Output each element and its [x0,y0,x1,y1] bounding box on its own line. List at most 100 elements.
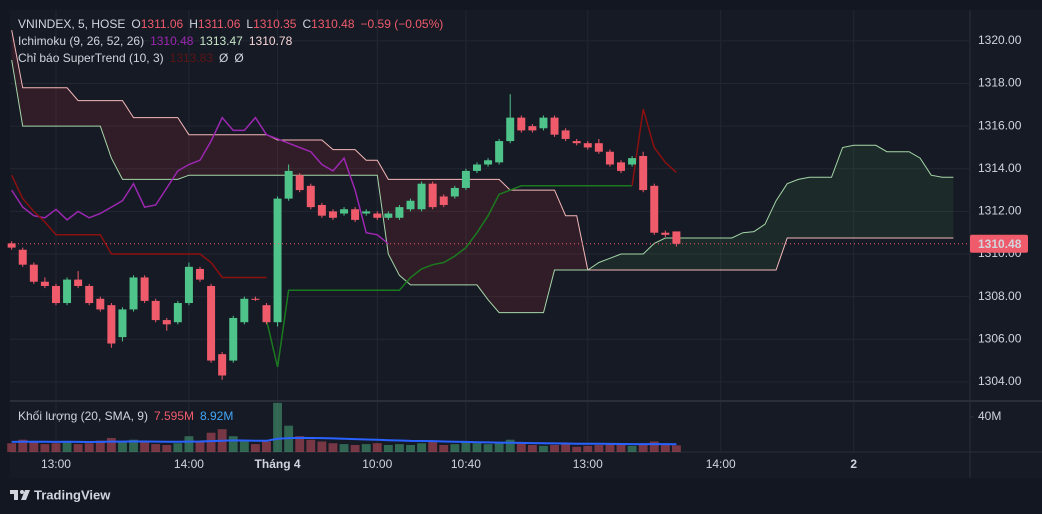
cloud-fill [288,140,300,176]
candle-body [229,317,238,361]
cloud-fill [299,140,311,176]
symbol: VNINDEX, 5, HOSE [18,17,126,31]
cloud-fill [643,243,655,270]
candle-body [605,151,614,165]
cloud-fill [144,117,156,180]
candle-body [550,117,559,135]
cloud-fill [765,200,777,270]
cloud-fill [698,238,710,270]
volume-sma [11,436,677,446]
cloud-fill [909,151,921,239]
candle-body [240,298,249,323]
candle-body [328,211,337,218]
cloud-fill [510,190,522,313]
legend-volume: Khối lượng (20, SMA, 9) 7.595M 8.92M [18,408,239,424]
candle-body [273,198,282,323]
candle-body [661,232,670,235]
indicator-flag: Ø [219,51,229,65]
indicator-line [265,185,633,368]
cloud-fill [687,238,699,270]
volume-value: 8.92M [200,409,234,423]
volume-bar [372,443,382,452]
cloud-fill [399,179,411,285]
indicator-value: 1310.78 [248,34,293,48]
volume-bar [627,445,637,452]
candle-body [306,185,315,208]
cloud-fill [33,87,45,127]
cloud-fill [222,134,234,176]
volume-bar [118,441,127,452]
volume-bar [671,445,681,452]
cloud-fill [366,160,378,176]
candle-body [406,200,415,210]
volume-bar [140,442,150,452]
candle-body [284,170,293,199]
volume-bar [483,444,493,452]
cloud-fill [842,145,854,239]
volume-bar [162,444,172,452]
cloud-fill [931,175,943,239]
cloud-fill [864,145,876,239]
candle-body [351,209,360,220]
cloud-fill [621,254,633,270]
volume-bar [328,443,338,452]
volume-bar [250,444,260,452]
candle-body [617,162,625,171]
volume-bar [550,444,559,452]
candle-body [373,213,382,218]
cloud-fill [244,134,256,176]
cloud-fill [11,30,23,127]
legend-ichimoku: Ichimoku (9, 26, 52, 26) 1310.48 1313.47 13… [18,33,298,49]
candle-body [140,277,149,301]
volume-bar [472,443,482,452]
volume-bar [361,444,371,452]
cloud-fill [377,160,389,255]
indicator-flag: Ø [234,51,244,65]
volume-bar [494,442,504,452]
volume-bar [7,443,17,452]
candle-body [118,309,127,338]
ohlc-value: 1311.06 [140,17,184,31]
cloud-fill [233,134,245,176]
volume-bar [84,443,94,452]
candle-body [672,231,681,244]
cloud-fill [133,117,145,180]
cloud-fill [89,100,101,127]
volume-bar [339,444,349,452]
candle-body [428,183,437,208]
volume-bar [151,444,161,452]
volume-bar [417,443,427,452]
cloud-fill [676,238,688,270]
candle-body [484,160,493,165]
candle-body [362,211,371,214]
volume-bar [228,436,238,452]
y-tick-label: 1312.00 [978,204,1022,218]
candle-body [74,279,83,286]
volume-bar [350,444,360,452]
candle-body [417,183,426,210]
volume-bar [262,441,271,452]
candle-body [262,305,271,323]
change: −0.59 (−0.05%) [360,17,444,31]
cloud-fill [897,151,910,239]
x-tick-label: 14:00 [174,457,204,471]
y-tick-label: 1306.00 [978,331,1022,345]
ohlc-letter: H [189,17,198,31]
cloud-fill [920,158,932,239]
cloud-fill [886,151,898,239]
candle-body [506,117,515,142]
candle-body [7,243,16,248]
cloud-fill [465,179,477,285]
indicator-name: Ichimoku (9, 26, 52, 26) [18,34,145,48]
indicator-value: 1310.48 [150,34,194,48]
last-price-label: 1310.48 [978,237,1022,251]
volume-bar [195,441,205,452]
cloud-fill [166,117,178,180]
y-tick-label: 1304.00 [978,374,1022,388]
y-tick-label: 1316.00 [978,118,1022,132]
logo-part [14,490,18,500]
candle-body [461,170,470,188]
volume-bar [306,439,316,452]
candle-body [650,185,659,233]
